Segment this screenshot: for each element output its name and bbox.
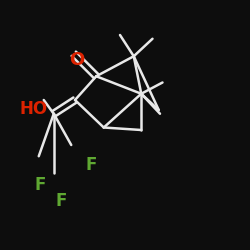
Text: HO: HO bbox=[20, 100, 48, 118]
Text: F: F bbox=[86, 156, 97, 174]
Text: F: F bbox=[56, 192, 67, 210]
Text: F: F bbox=[34, 176, 46, 194]
Text: O: O bbox=[68, 51, 84, 69]
